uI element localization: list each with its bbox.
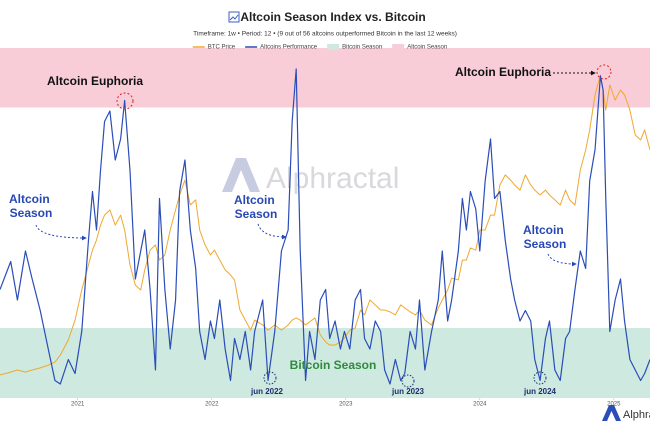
annotation: Altcoin Season xyxy=(9,192,53,220)
annotation: Altcoin Season xyxy=(234,193,278,221)
bands xyxy=(0,48,650,398)
annotation-arrow xyxy=(547,253,577,267)
annotation-line: Altcoin xyxy=(523,223,564,237)
season-band xyxy=(0,48,650,108)
annotation-line: Season xyxy=(235,207,278,221)
lines xyxy=(0,68,650,385)
annotation-circle xyxy=(533,371,547,385)
annotation: jun 2023 xyxy=(391,387,425,396)
footer-logo: Alphractal xyxy=(602,405,650,421)
x-axis: 2021 2022 2023 2024 2025 xyxy=(71,398,621,408)
annotation: Bitcoin Season xyxy=(290,358,377,372)
series-line xyxy=(0,68,650,385)
legend-label: Altcoin Season xyxy=(407,45,447,51)
legend: BTC Price Altcoins Performance Bitcoin Sea… xyxy=(192,44,447,51)
annotation: Altcoin Euphoria xyxy=(455,65,551,79)
x-tick-label: 2022 xyxy=(205,402,219,408)
annotation-line: Altcoin xyxy=(234,193,275,207)
annotation-line: Season xyxy=(524,237,567,251)
annotation-circle xyxy=(596,64,612,80)
annotation-arrow xyxy=(35,224,87,241)
legend-swatch xyxy=(327,44,340,50)
footer-logo-text: Alphractal xyxy=(623,409,650,421)
watermark-text: Alphractal xyxy=(266,162,399,195)
footer-logo-icon xyxy=(602,405,621,421)
legend-label: BTC Price xyxy=(208,45,236,51)
legend-label: Bitcoin Season xyxy=(342,45,382,51)
annotation: Altcoin Euphoria xyxy=(47,74,143,88)
annotation-line: Season xyxy=(10,206,53,220)
annotation-circle xyxy=(401,374,415,388)
x-tick-label: 2024 xyxy=(473,402,487,408)
chart-title: Altcoin Season Index vs. Bitcoin xyxy=(240,10,425,24)
x-tick-label: 2025 xyxy=(607,402,621,408)
x-tick-label: 2021 xyxy=(71,402,85,408)
annotation-line: Altcoin xyxy=(9,192,50,206)
legend-swatch xyxy=(392,44,405,50)
annotation: jun 2024 xyxy=(523,387,557,396)
chart-subtitle: Timeframe: 1w • Period: 12 • (9 out of 5… xyxy=(193,31,457,38)
legend-label: Altcoins Performance xyxy=(260,45,318,51)
annotation: jun 2022 xyxy=(250,387,284,396)
watermark-logo xyxy=(222,158,260,192)
season-band xyxy=(0,328,650,398)
annotation-circle xyxy=(116,92,134,110)
title-icon xyxy=(228,11,240,23)
watermark: Alphractal xyxy=(222,158,399,195)
annotation: Altcoin Season xyxy=(523,223,567,251)
annotation-circle xyxy=(263,371,277,385)
x-tick-label: 2023 xyxy=(339,402,353,408)
annotation-arrow xyxy=(257,223,287,240)
